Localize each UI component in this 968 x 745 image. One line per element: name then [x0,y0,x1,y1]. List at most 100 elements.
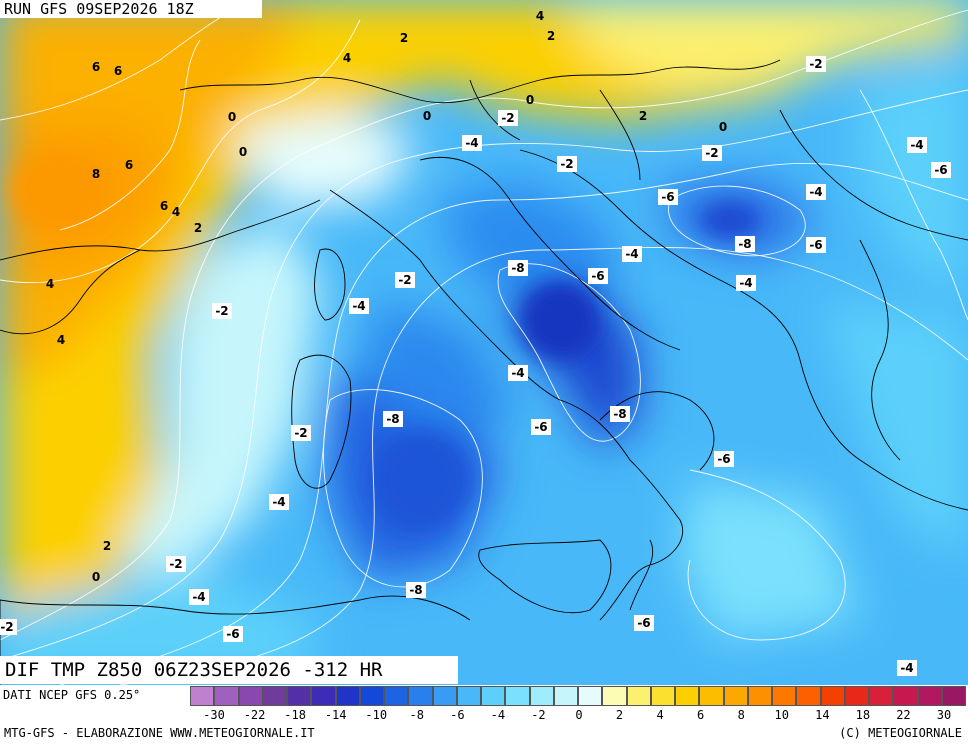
colorbar-cell [941,686,966,706]
contour-label: -8 [406,582,426,598]
footer-credit: MTG-GFS - ELABORAZIONE WWW.METEOGIORNALE… [4,726,315,740]
colorbar-cell [796,686,821,706]
contour-label: -2 [557,156,577,172]
svg-text:0: 0 [92,570,100,584]
colorbar-cell [869,686,894,706]
colorbar-cell [844,686,869,706]
contour-label: -4 [736,275,756,291]
contour-label: 0 [719,120,727,134]
colorbar-cell [675,686,700,706]
svg-text:-4: -4 [352,299,365,313]
colorbar-tick-label: 8 [737,708,745,722]
contour-label: -4 [907,137,927,153]
contour-label: 2 [639,109,647,123]
colorbar-tick-label: -4 [490,708,506,722]
svg-text:6: 6 [114,64,122,78]
contour-label: -4 [189,589,209,605]
contour-label: -2 [0,619,17,635]
colorbar-cell [481,686,506,706]
colorbar-tick-label: 6 [697,708,705,722]
colorbar-cell [820,686,845,706]
contour-label: 4 [57,333,65,347]
svg-text:-2: -2 [169,557,182,571]
svg-text:-4: -4 [900,661,913,675]
contour-label: 0 [423,109,431,123]
colorbar-cell [238,686,263,706]
contour-label: -4 [269,494,289,510]
svg-text:2: 2 [400,31,408,45]
colorbar-cell [723,686,748,706]
svg-text:-6: -6 [717,452,730,466]
svg-text:-4: -4 [511,366,524,380]
contour-label: 6 [92,60,100,74]
svg-text:-8: -8 [511,261,524,275]
svg-text:2: 2 [547,29,555,43]
colorbar-cell [408,686,433,706]
data-source-label: DATI NCEP GFS 0.25° [0,688,144,702]
svg-text:6: 6 [92,60,100,74]
contour-label: 2 [103,539,111,553]
colorbar-tick-label: -10 [365,708,388,722]
colorbar-cell [650,686,675,706]
colorbar-cell [893,686,918,706]
contour-label: 2 [194,221,202,235]
contour-label: 6 [114,64,122,78]
svg-text:4: 4 [46,277,54,291]
svg-text:6: 6 [160,199,168,213]
svg-text:2: 2 [103,539,111,553]
colorbar-tick-label: -8 [409,708,424,722]
svg-text:-4: -4 [192,590,205,604]
contour-label: -6 [531,419,551,435]
svg-text:-2: -2 [809,57,822,71]
svg-text:-6: -6 [226,627,239,641]
contour-label: -2 [702,145,722,161]
colorbar-tick-label: -6 [450,708,465,722]
contour-label: -6 [806,237,826,253]
colorbar-cell [917,686,942,706]
run-label: RUN GFS 09SEP2026 18Z [0,0,262,18]
contour-label: -4 [806,184,826,200]
colorbar-cell [432,686,457,706]
colorbar-tick-label: -22 [243,708,266,722]
colorbar-cell [359,686,384,706]
contour-label: 2 [547,29,555,43]
contour-label: -6 [223,626,243,642]
contour-label: 4 [343,51,351,65]
contour-label: 4 [536,9,544,23]
colorbar-tick-label: -18 [284,708,306,722]
svg-text:8: 8 [92,167,100,181]
contour-label: -8 [610,406,630,422]
contour-label: 4 [172,205,180,219]
colorbar-tick-label: 30 [936,708,952,722]
svg-text:-2: -2 [215,304,228,318]
contour-label: -4 [897,660,917,676]
svg-text:6: 6 [125,158,133,172]
contour-label: -2 [212,303,232,319]
colorbar-tick-label: 22 [896,708,911,722]
colorbar-tick-label: 4 [656,708,664,722]
contour-label: -4 [462,135,482,151]
svg-text:-2: -2 [705,146,718,160]
contour-label: -8 [508,260,528,276]
svg-text:0: 0 [239,145,247,159]
contour-label: -6 [658,189,678,205]
svg-text:4: 4 [57,333,65,347]
colorbar-cell [311,686,336,706]
colorbar-cell [262,686,287,706]
svg-text:-8: -8 [386,412,399,426]
svg-text:-4: -4 [465,136,478,150]
contour-label: -4 [508,365,528,381]
svg-text:-6: -6 [637,616,650,630]
contour-label: 6 [125,158,133,172]
contour-label: 0 [228,110,236,124]
colorbar-tick-label: -30 [203,708,225,722]
colorbar-cell [699,686,724,706]
svg-text:-4: -4 [910,138,923,152]
svg-text:-6: -6 [534,420,547,434]
svg-text:2: 2 [639,109,647,123]
contour-label: -2 [395,272,415,288]
colorbar-cell [553,686,578,706]
contour-label: -4 [349,298,369,314]
colorbar-cell [626,686,651,706]
svg-text:-2: -2 [0,620,13,634]
